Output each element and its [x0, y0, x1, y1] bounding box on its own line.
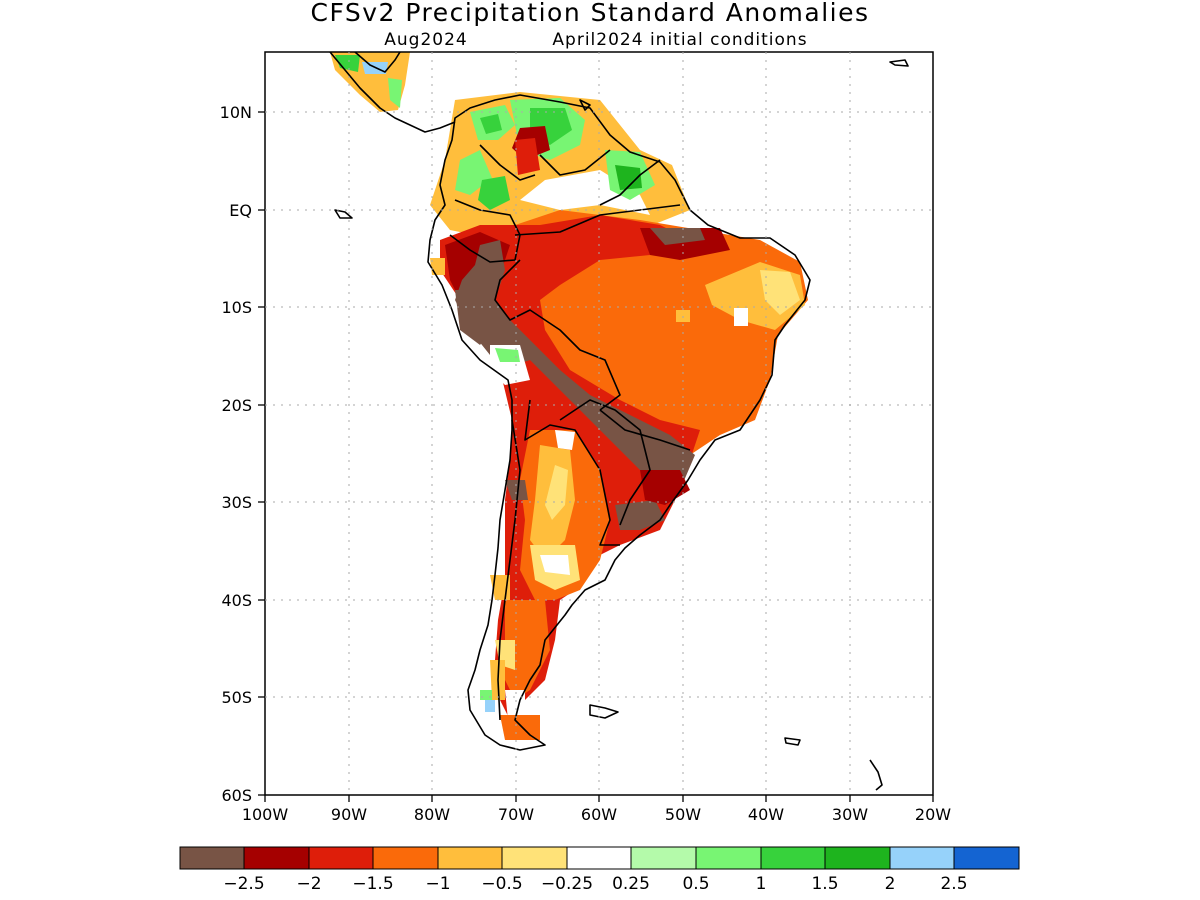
legend-tick: −0.25	[541, 874, 593, 894]
legend-tick: −1.5	[352, 874, 393, 894]
swatch	[501, 846, 568, 870]
map-title: CFSv2 Precipitation Standard Anomalies	[310, 0, 869, 27]
legend-tick: −2	[296, 874, 321, 894]
lat-label: 30S	[221, 493, 252, 512]
swatch	[760, 846, 826, 870]
longitude-labels: 100W 90W 80W 70W 60W 50W 40W 30W 20W	[242, 805, 951, 824]
lat-label: 60S	[221, 786, 252, 805]
lon-label: 50W	[665, 805, 701, 824]
coastlines	[329, 52, 909, 791]
legend-tick: −0.5	[481, 874, 522, 894]
lon-label: 90W	[331, 805, 367, 824]
swatch	[630, 846, 697, 870]
swatch	[953, 846, 1020, 870]
target-month-label: Aug2024	[384, 30, 467, 50]
lat-label: 10S	[221, 298, 252, 317]
axis-ticks	[258, 111, 934, 802]
legend-tick: −1	[425, 874, 450, 894]
swatch	[889, 846, 955, 870]
lat-label: 50S	[221, 688, 252, 707]
initial-conditions-label: April2024 initial conditions	[552, 30, 807, 50]
lon-label: 60W	[581, 805, 617, 824]
lat-label: EQ	[229, 201, 252, 220]
swatch	[243, 846, 310, 870]
lon-label: 100W	[242, 805, 289, 824]
strong-dry-core	[455, 240, 695, 525]
legend-tick: 0.25	[612, 874, 650, 894]
latitude-labels: 10N EQ 10S 20S 30S 40S 50S 60S	[220, 103, 252, 805]
legend-tick: 1	[756, 874, 767, 894]
swatch	[824, 846, 891, 870]
swatch	[695, 846, 762, 870]
anomaly-shading	[330, 52, 808, 740]
lat-label: 20S	[221, 396, 252, 415]
swatch	[566, 846, 632, 870]
legend-tick: 1.5	[811, 874, 838, 894]
lon-label: 40W	[748, 805, 784, 824]
legend-tick: −2.5	[223, 874, 264, 894]
swatch	[437, 846, 503, 870]
lon-label: 30W	[832, 805, 868, 824]
swatch	[179, 846, 245, 870]
lat-label: 40S	[221, 591, 252, 610]
swatch	[308, 846, 374, 870]
lon-label: 80W	[414, 805, 450, 824]
colorbar-legend: −2.5 −2 −1.5 −1 −0.5 −0.25 0.25 0.5 1 1.…	[179, 846, 1020, 894]
lon-label: 70W	[498, 805, 534, 824]
colorbar-swatches	[179, 846, 1020, 870]
legend-tick: 0.5	[682, 874, 709, 894]
lon-label: 20W	[915, 805, 951, 824]
legend-tick: 2	[885, 874, 896, 894]
colorbar-tick-labels: −2.5 −2 −1.5 −1 −0.5 −0.25 0.25 0.5 1 1.…	[223, 874, 967, 894]
swatch	[372, 846, 439, 870]
lat-label: 10N	[220, 103, 252, 122]
legend-tick: 2.5	[940, 874, 967, 894]
